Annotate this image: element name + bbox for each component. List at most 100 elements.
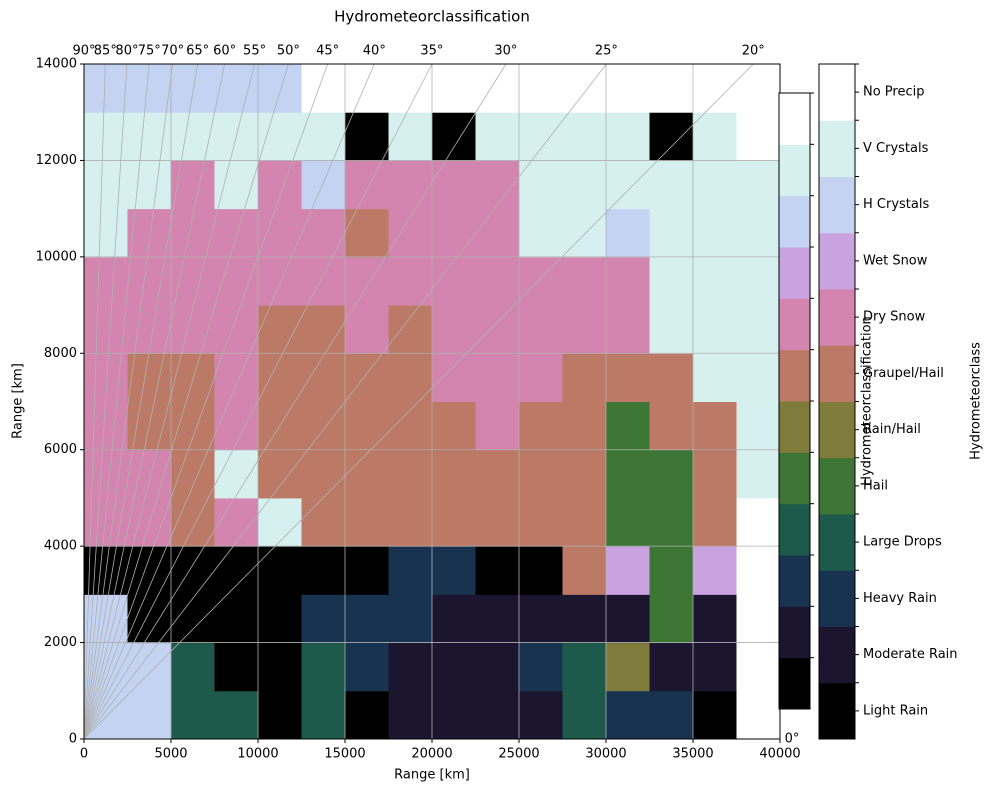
elevation-line <box>83 63 198 740</box>
elevation-label: 40° <box>363 44 386 59</box>
cell <box>693 642 737 692</box>
cell <box>736 690 781 740</box>
cell <box>345 112 389 161</box>
cell <box>432 497 476 547</box>
colorbar-label-text: V Crystals <box>863 141 929 156</box>
cell <box>475 353 520 402</box>
elevation-label: 65° <box>186 44 209 59</box>
elevation-label: 75° <box>138 44 161 59</box>
elevation-line <box>83 63 375 740</box>
cell <box>258 690 302 740</box>
cell <box>562 353 607 402</box>
cell <box>606 64 650 113</box>
colorbar-swatch <box>819 514 855 571</box>
cell <box>649 497 694 547</box>
cell <box>214 594 259 644</box>
cell <box>649 546 694 595</box>
x-tick-label: 10000 <box>237 747 278 762</box>
colorbar-swatch <box>779 144 810 197</box>
cell <box>693 594 737 644</box>
elevation-line <box>83 63 106 740</box>
cell <box>693 497 737 547</box>
cell <box>171 642 215 692</box>
cell <box>388 305 433 354</box>
cell <box>258 449 302 499</box>
cell <box>432 449 476 499</box>
cell <box>649 353 694 402</box>
cell <box>606 112 650 161</box>
cell <box>649 594 694 644</box>
cell <box>432 208 476 258</box>
cell <box>606 449 650 499</box>
cell <box>519 256 563 306</box>
cell <box>345 401 389 451</box>
cell <box>432 64 476 113</box>
cell <box>214 353 259 402</box>
cell <box>519 497 563 547</box>
cell <box>171 160 215 210</box>
cell <box>127 64 172 113</box>
elevation-label: 70° <box>161 44 184 59</box>
colorbar-label-text: Heavy Rain <box>863 591 937 606</box>
cell <box>736 305 781 354</box>
colorbar-swatch <box>779 401 810 453</box>
cell <box>736 160 781 210</box>
cell <box>693 449 737 499</box>
colorbar-frame <box>778 92 811 710</box>
cell <box>345 546 389 595</box>
cell <box>693 208 737 258</box>
cell <box>432 401 476 451</box>
cell <box>475 208 520 258</box>
cell <box>693 256 737 306</box>
cell <box>345 642 389 692</box>
y-tick-label: 6000 <box>44 442 77 457</box>
cell <box>475 449 520 499</box>
elevation-line <box>83 63 289 740</box>
cell <box>693 64 737 113</box>
x-tick-label: 20000 <box>411 747 452 762</box>
elevation-label: 0° <box>785 732 800 747</box>
colorbar-label-text: H Crystals <box>863 197 929 212</box>
cell <box>606 353 650 402</box>
cell <box>345 160 389 210</box>
cell <box>562 497 607 547</box>
colorbar-label-text: Large Drops <box>863 535 942 550</box>
x-tick-label: 40000 <box>759 747 800 762</box>
colorbar-label-text: Light Rain <box>863 703 928 718</box>
colorbar-label: Hydrometeorclass <box>969 342 984 460</box>
cell <box>388 256 433 306</box>
elevation-line <box>83 63 226 740</box>
cell <box>171 112 215 161</box>
cell <box>606 256 650 306</box>
x-tick-label: 35000 <box>672 747 713 762</box>
cell <box>127 160 172 210</box>
y-tick-label: 0 <box>69 732 77 747</box>
cell <box>258 594 302 644</box>
cell <box>649 160 694 210</box>
elevation-line <box>83 63 607 740</box>
cell <box>736 64 781 113</box>
cell <box>736 642 781 692</box>
elevation-label: 60° <box>213 44 236 59</box>
cell <box>345 208 389 258</box>
colorbar-swatch <box>779 349 810 402</box>
colorbar-swatch <box>819 176 855 234</box>
elevation-label: 45° <box>316 44 339 59</box>
cell <box>214 497 259 547</box>
cell <box>345 305 389 354</box>
colorbar-label-text: No Precip <box>863 85 925 100</box>
cell <box>301 160 346 210</box>
cell <box>127 305 172 354</box>
cell <box>519 642 563 692</box>
elevation-label: 50° <box>277 44 300 59</box>
cell <box>432 642 476 692</box>
elevation-line <box>83 63 328 740</box>
cell <box>693 305 737 354</box>
x-tick-label: 15000 <box>324 747 365 762</box>
elevation-label: 25° <box>595 44 618 59</box>
cell <box>649 112 694 161</box>
elevation-label: 20° <box>742 44 765 59</box>
cell <box>214 64 259 113</box>
cell <box>693 690 737 740</box>
